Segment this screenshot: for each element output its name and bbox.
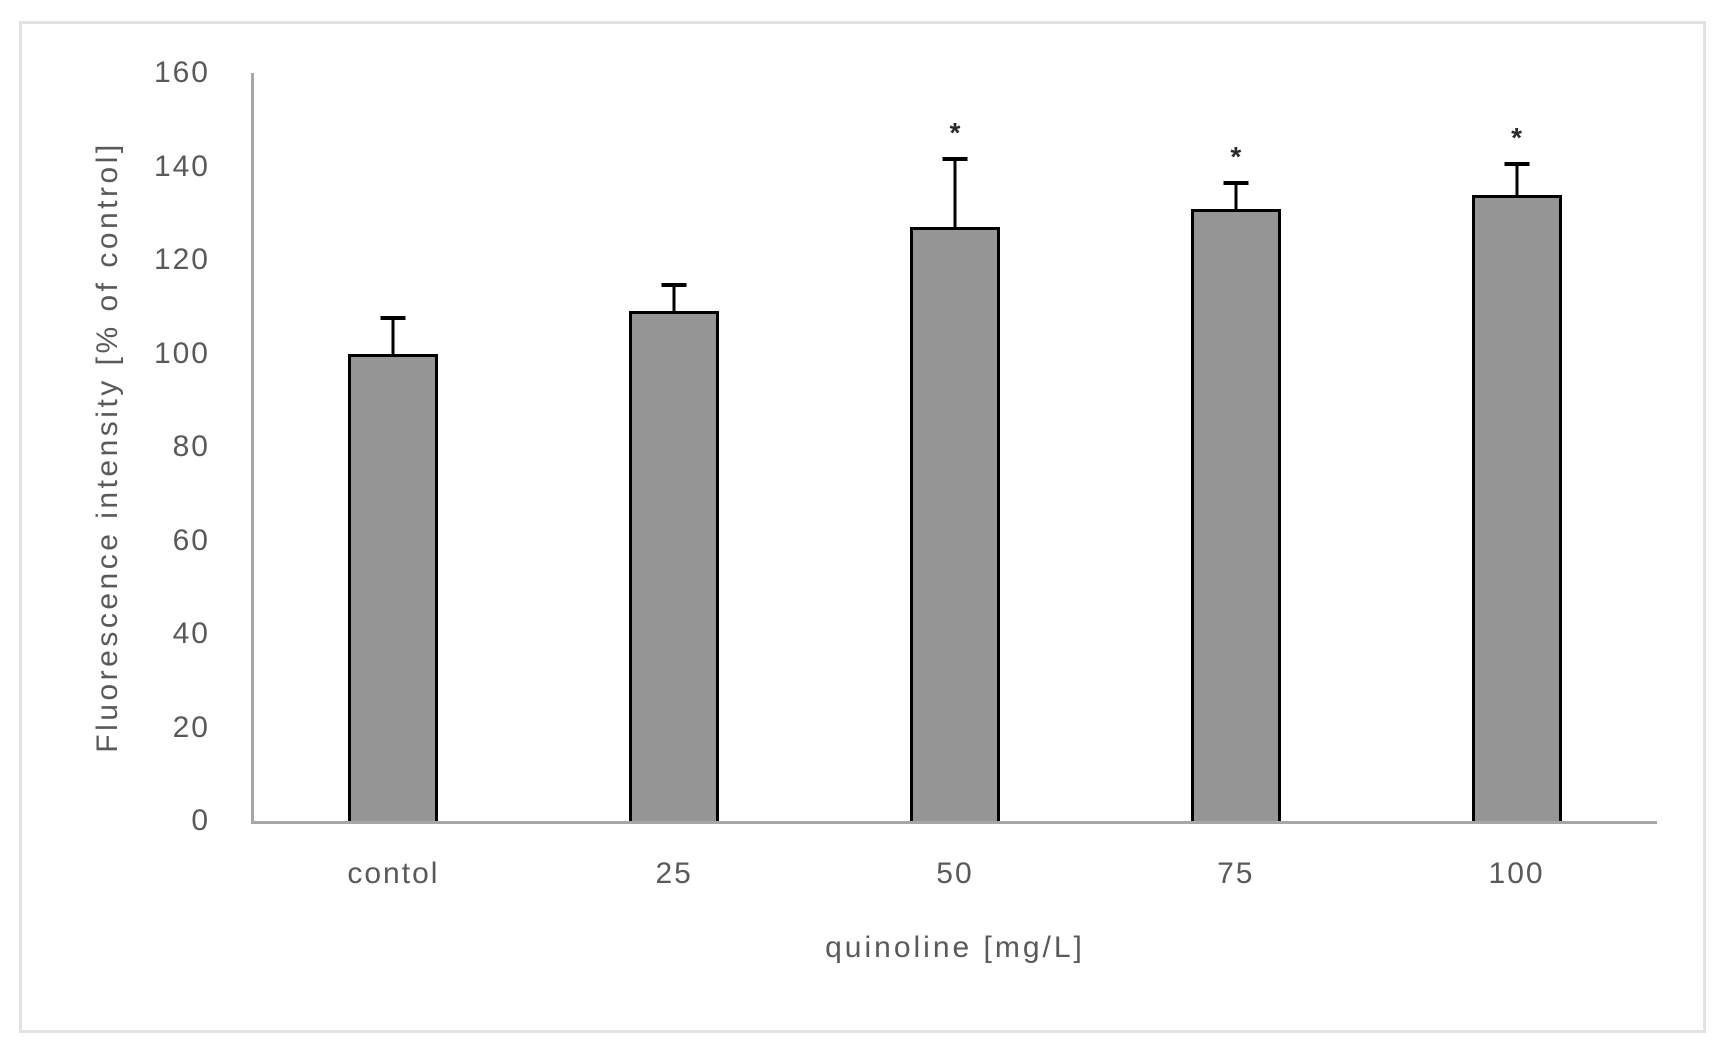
y-tick-label: 40 <box>172 617 210 650</box>
error-bar-cap <box>661 283 687 288</box>
error-bar-line <box>1515 161 1519 195</box>
y-tick-label: 140 <box>153 149 210 183</box>
bar-slot: * 50 <box>815 73 1096 889</box>
error-bar-line <box>672 283 676 312</box>
bar-slots: contol 25 * 50 * 75 * 100 <box>253 73 1657 889</box>
y-tick-labels: 0 20 40 60 80 100 120 140 160 <box>80 58 210 836</box>
x-tick-label: contol <box>347 857 440 890</box>
error-bar-cap <box>1223 180 1249 185</box>
plot-area: contol 25 * 50 * 75 * 100 <box>251 73 1657 889</box>
x-axis-title: quinoline [mg/L] <box>825 931 1085 964</box>
error-bar-cap <box>942 157 968 162</box>
significance-asterisk: * <box>949 117 961 149</box>
y-tick-label: 160 <box>153 56 210 89</box>
y-tick-label: 120 <box>153 243 210 276</box>
error-bar-line <box>1234 180 1238 209</box>
error-bar-cap <box>380 316 406 321</box>
bar-slot: 25 <box>534 73 815 889</box>
bar <box>348 353 439 821</box>
x-axis-line <box>251 821 1657 824</box>
bar <box>629 311 720 821</box>
error-bar-cap <box>1504 161 1530 166</box>
x-tick-label: 25 <box>655 857 693 890</box>
error-bar-line <box>391 316 395 354</box>
y-tick-label: 0 <box>191 804 210 837</box>
bar <box>909 227 1000 821</box>
y-tick-label: 80 <box>172 430 210 463</box>
error-bar-line <box>953 157 957 228</box>
figure-frame <box>19 21 1706 1033</box>
y-tick-label: 20 <box>172 710 210 744</box>
x-tick-label: 100 <box>1488 857 1545 890</box>
x-tick-label: 75 <box>1217 857 1255 890</box>
y-tick-label: 100 <box>153 336 210 370</box>
x-tick-label: 50 <box>936 857 974 890</box>
y-tick-label: 60 <box>172 523 210 557</box>
y-axis-line <box>251 73 254 824</box>
bar <box>1471 194 1562 821</box>
y-axis-title-text: Fluorescence intensity [% of control] <box>91 141 124 753</box>
bar-slot: contol <box>253 73 534 889</box>
significance-asterisk: * <box>1230 140 1242 172</box>
bar-slot: * 100 <box>1376 73 1657 889</box>
bar <box>1190 208 1281 821</box>
significance-asterisk: * <box>1511 121 1523 153</box>
bar-slot: * 75 <box>1095 73 1376 889</box>
